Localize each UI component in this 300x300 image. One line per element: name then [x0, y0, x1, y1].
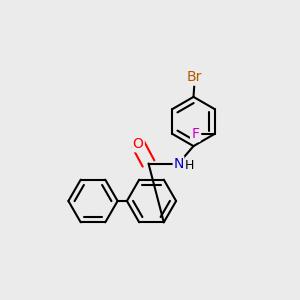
Text: H: H [185, 159, 195, 172]
Text: N: N [173, 157, 184, 170]
Text: F: F [191, 127, 199, 141]
Text: Br: Br [187, 70, 202, 84]
Text: O: O [133, 137, 143, 151]
